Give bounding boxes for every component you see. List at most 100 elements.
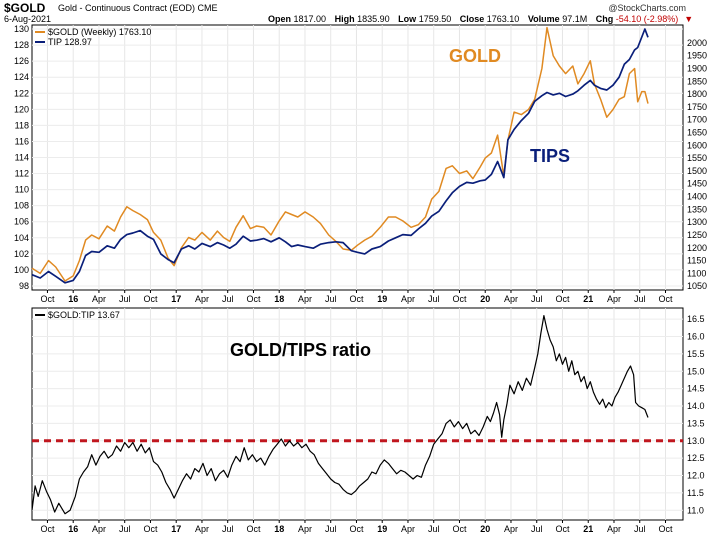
ratio-y-tick-label: 15.0 (687, 366, 705, 376)
top-x-tick-label: 20 (480, 294, 490, 304)
top-x-tick-label: Oct (246, 294, 261, 304)
ratio-y-tick-label: 15.5 (687, 349, 705, 359)
ratio-y-tick-label: 13.5 (687, 418, 705, 428)
bottom-x-tick-label: Oct (143, 524, 158, 534)
ohlc-close-label: Close (459, 14, 485, 24)
legend-tip: TIP 128.97 (48, 37, 92, 47)
bottom-x-tick-label: Jul (325, 524, 337, 534)
top-x-tick-label: Apr (504, 294, 518, 304)
tips-annotation: TIPS (530, 146, 570, 166)
top-x-tick-label: Apr (401, 294, 415, 304)
ohlc-chg-label: Chg (595, 14, 614, 24)
right-y-tick-label: 1750 (687, 102, 707, 112)
left-y-tick-label: 116 (15, 136, 29, 146)
right-y-tick-label: 1500 (687, 166, 707, 176)
left-y-tick-label: 130 (14, 24, 29, 34)
top-x-tick-label: 16 (68, 294, 78, 304)
bottom-x-tick-label: Oct (40, 524, 55, 534)
top-x-tick-label: Oct (40, 294, 55, 304)
right-y-tick-label: 1850 (687, 76, 707, 86)
ratio-y-tick-label: 16.5 (687, 314, 705, 324)
ohlc-volume-value: 97.1M (562, 14, 588, 24)
ratio-y-tick-label: 14.0 (687, 401, 705, 411)
chart-symbol: $GOLD (4, 1, 46, 15)
right-y-tick-label: 1100 (687, 268, 706, 278)
left-y-tick-label: 102 (14, 249, 29, 259)
top-x-tick-label: Apr (607, 294, 621, 304)
right-y-tick-label: 1200 (687, 243, 707, 253)
right-y-tick-label: 1550 (687, 153, 707, 163)
left-y-tick-label: 112 (15, 169, 29, 179)
bottom-x-tick-label: Jul (531, 524, 543, 534)
ohlc-open-label: Open (268, 14, 292, 24)
top-x-tick-label: Oct (452, 294, 467, 304)
bottom-x-tick-label: Oct (349, 524, 364, 534)
ohlc-low-label: Low (398, 14, 417, 24)
ratio-y-tick-label: 12.0 (687, 471, 705, 481)
top-x-tick-label: 21 (583, 294, 593, 304)
left-y-tick-label: 122 (14, 88, 29, 98)
right-y-tick-label: 2000 (687, 38, 707, 48)
bottom-x-tick-label: Jul (222, 524, 234, 534)
bottom-x-tick-label: Apr (298, 524, 312, 534)
bottom-x-tick-label: 20 (480, 524, 490, 534)
left-y-tick-label: 104 (14, 233, 29, 243)
right-y-tick-label: 1650 (687, 128, 707, 138)
right-y-tick-label: 1800 (687, 89, 707, 99)
top-x-tick-label: Jul (222, 294, 234, 304)
ratio-annotation: GOLD/TIPS ratio (230, 340, 371, 360)
bottom-x-tick-label: Jul (428, 524, 440, 534)
bottom-x-tick-label: Apr (504, 524, 518, 534)
top-x-tick-label: 19 (377, 294, 387, 304)
bottom-x-tick-label: Jul (119, 524, 131, 534)
right-y-tick-label: 1050 (687, 281, 707, 291)
left-y-tick-label: 110 (15, 185, 29, 195)
top-x-tick-label: Jul (634, 294, 646, 304)
ratio-y-tick-label: 14.5 (687, 384, 705, 394)
bottom-x-tick-label: Oct (246, 524, 261, 534)
top-x-tick-label: Jul (428, 294, 440, 304)
right-y-tick-label: 1950 (687, 51, 707, 61)
top-x-tick-label: 17 (171, 294, 181, 304)
top-x-tick-label: Jul (531, 294, 543, 304)
legend-gold: $GOLD (Weekly) 1763.10 (48, 27, 151, 37)
left-y-tick-label: 100 (14, 265, 29, 275)
left-y-tick-label: 120 (14, 104, 29, 114)
top-x-tick-label: Apr (92, 294, 106, 304)
top-x-tick-label: 18 (274, 294, 284, 304)
left-y-tick-label: 126 (14, 56, 29, 66)
top-x-tick-label: Oct (349, 294, 364, 304)
top-x-tick-label: Oct (555, 294, 570, 304)
ohlc-chg-value: -54.10 (-2.98%) (615, 14, 679, 24)
ohlc-close-value: 1763.10 (486, 14, 520, 24)
ohlc-volume-label: Volume (527, 14, 560, 24)
legend-ratio: $GOLD:TIP 13.67 (48, 310, 120, 320)
chart-description: Gold - Continuous Contract (EOD) CME (58, 3, 218, 13)
top-x-tick-label: Apr (298, 294, 312, 304)
top-x-tick-label: Jul (325, 294, 337, 304)
left-y-tick-label: 98 (19, 281, 29, 291)
bottom-x-tick-label: Apr (195, 524, 209, 534)
left-y-tick-label: 124 (14, 72, 29, 82)
bottom-x-tick-label: Oct (452, 524, 467, 534)
ratio-y-tick-label: 11.5 (687, 488, 704, 498)
bottom-x-tick-label: Apr (607, 524, 621, 534)
bottom-x-tick-label: 19 (377, 524, 387, 534)
chart-date: 6-Aug-2021 (4, 14, 52, 24)
right-y-tick-label: 1400 (687, 192, 707, 202)
right-y-tick-label: 1700 (687, 115, 707, 125)
down-arrow-icon: ▼ (684, 14, 694, 24)
ratio-y-tick-label: 13.0 (687, 436, 705, 446)
left-y-tick-label: 108 (14, 201, 29, 211)
top-x-tick-label: Jul (119, 294, 131, 304)
right-y-tick-label: 1600 (687, 140, 707, 150)
right-y-tick-label: 1250 (687, 230, 707, 240)
left-y-tick-label: 106 (14, 217, 29, 227)
ratio-y-tick-label: 12.5 (687, 453, 705, 463)
ohlc-low-value: 1759.50 (418, 14, 452, 24)
right-y-tick-label: 1350 (687, 204, 707, 214)
bottom-x-tick-label: 16 (68, 524, 78, 534)
ohlc-high-value: 1835.90 (357, 14, 390, 24)
top-x-tick-label: Apr (195, 294, 209, 304)
right-y-tick-label: 1300 (687, 217, 707, 227)
